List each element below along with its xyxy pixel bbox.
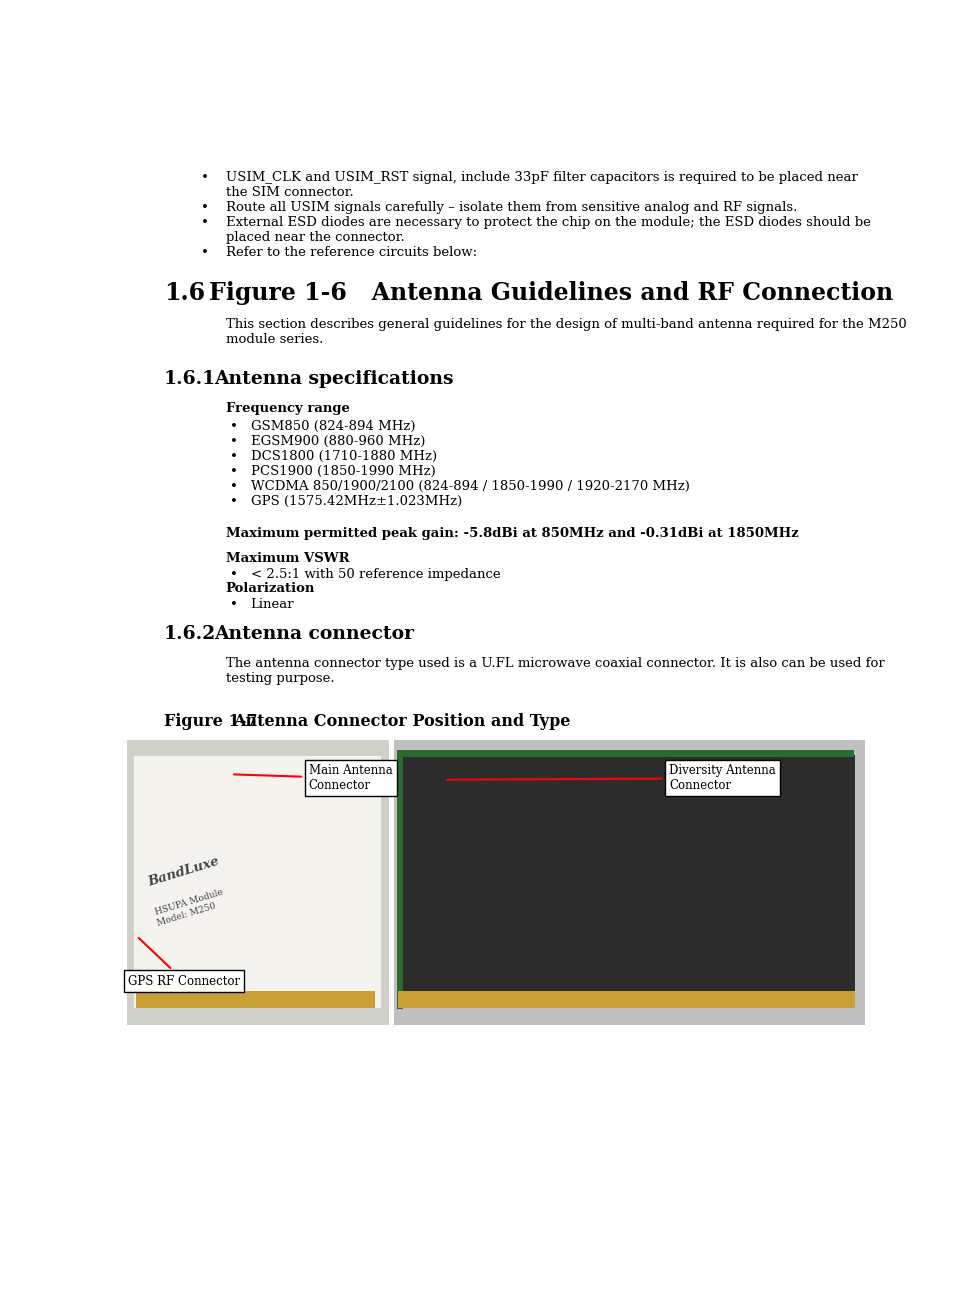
Text: •: • bbox=[201, 246, 209, 259]
Text: WCDMA 850/1900/2100 (824-894 / 1850-1990 / 1920-2170 MHz): WCDMA 850/1900/2100 (824-894 / 1850-1990… bbox=[251, 480, 689, 493]
Text: •: • bbox=[230, 568, 237, 581]
Text: USIM_CLK and USIM_RST signal, include 33pF filter capacitors is required to be p: USIM_CLK and USIM_RST signal, include 33… bbox=[226, 171, 858, 184]
Text: Diversity Antenna
Connector: Diversity Antenna Connector bbox=[447, 764, 776, 793]
Text: DCS1800 (1710-1880 MHz): DCS1800 (1710-1880 MHz) bbox=[251, 450, 437, 463]
Bar bbox=[127, 740, 389, 1024]
Text: Route all USIM signals carefully – isolate them from sensitive analog and RF sig: Route all USIM signals carefully – isola… bbox=[226, 200, 797, 213]
Text: •: • bbox=[201, 216, 209, 229]
Text: Figure 1-6   Antenna Guidelines and RF Connection: Figure 1-6 Antenna Guidelines and RF Con… bbox=[208, 281, 892, 305]
Text: Maximum VSWR: Maximum VSWR bbox=[226, 552, 350, 565]
Text: GPS RF Connector: GPS RF Connector bbox=[128, 937, 240, 988]
Text: GSM850 (824-894 MHz): GSM850 (824-894 MHz) bbox=[251, 420, 415, 433]
Text: External ESD diodes are necessary to protect the chip on the module; the ESD dio: External ESD diodes are necessary to pro… bbox=[226, 216, 870, 229]
Text: •: • bbox=[230, 495, 237, 508]
Text: Linear: Linear bbox=[251, 597, 295, 610]
Text: •: • bbox=[230, 434, 237, 447]
Text: Antenna connector: Antenna connector bbox=[214, 625, 414, 643]
Text: Refer to the reference circuits below:: Refer to the reference circuits below: bbox=[226, 246, 477, 259]
Bar bbox=[398, 755, 855, 1007]
Text: 1.6.2: 1.6.2 bbox=[164, 625, 216, 643]
Text: GPS (1575.42MHz±1.023MHz): GPS (1575.42MHz±1.023MHz) bbox=[251, 495, 462, 508]
Text: •: • bbox=[230, 464, 237, 477]
Text: •: • bbox=[230, 480, 237, 493]
Text: •: • bbox=[230, 450, 237, 463]
Text: 1.6: 1.6 bbox=[164, 281, 204, 305]
Text: module series.: module series. bbox=[226, 334, 323, 347]
Text: •: • bbox=[230, 597, 237, 610]
Text: BandLuxe: BandLuxe bbox=[146, 855, 221, 890]
Bar bbox=[136, 990, 375, 1007]
Bar bbox=[397, 750, 855, 756]
Text: Frequency range: Frequency range bbox=[226, 402, 350, 415]
Text: Maximum permitted peak gain: -5.8dBi at 850MHz and -0.31dBi at 1850MHz: Maximum permitted peak gain: -5.8dBi at … bbox=[226, 526, 798, 539]
Text: EGSM900 (880-960 MHz): EGSM900 (880-960 MHz) bbox=[251, 434, 425, 447]
Text: Model: M250: Model: M250 bbox=[156, 901, 217, 928]
Text: the SIM connector.: the SIM connector. bbox=[226, 186, 354, 199]
Text: PCS1900 (1850-1990 MHz): PCS1900 (1850-1990 MHz) bbox=[251, 464, 435, 477]
Text: Antenna specifications: Antenna specifications bbox=[214, 370, 453, 388]
Bar bbox=[394, 740, 865, 1024]
Text: This section describes general guidelines for the design of multi-band antenna r: This section describes general guideline… bbox=[226, 318, 907, 331]
Text: •: • bbox=[201, 200, 209, 213]
Text: The antenna connector type used is a U.FL microwave coaxial connector. It is als: The antenna connector type used is a U.F… bbox=[226, 657, 885, 670]
Text: Figure 1-7: Figure 1-7 bbox=[164, 712, 257, 729]
Bar bbox=[133, 755, 381, 1007]
Text: •: • bbox=[201, 171, 209, 184]
Text: Main Antenna
Connector: Main Antenna Connector bbox=[234, 764, 392, 793]
Text: < 2.5:1 with 50 reference impedance: < 2.5:1 with 50 reference impedance bbox=[251, 568, 500, 581]
Text: 1.6.1: 1.6.1 bbox=[164, 370, 216, 388]
Text: Antenna Connector Position and Type: Antenna Connector Position and Type bbox=[234, 712, 571, 729]
Text: •: • bbox=[230, 420, 237, 433]
Text: Polarization: Polarization bbox=[226, 582, 315, 595]
Bar bbox=[397, 754, 403, 1009]
Text: HSUPA Module: HSUPA Module bbox=[154, 887, 224, 917]
Text: testing purpose.: testing purpose. bbox=[226, 672, 334, 685]
Bar bbox=[398, 990, 855, 1007]
Text: placed near the connector.: placed near the connector. bbox=[226, 230, 404, 243]
